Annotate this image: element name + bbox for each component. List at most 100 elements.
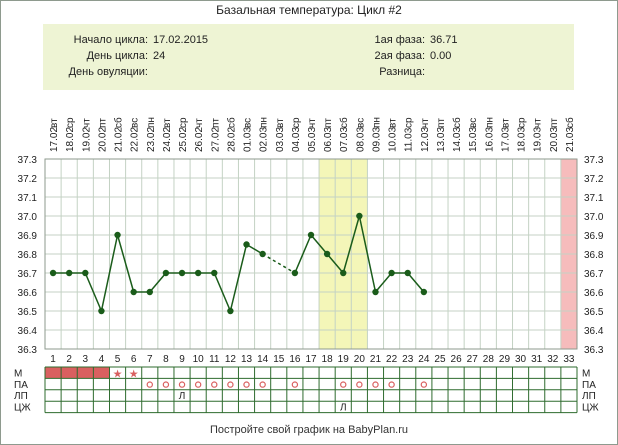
date-label: 24.02 xyxy=(162,127,173,152)
temperature-point xyxy=(388,269,395,277)
weekday-label: вс xyxy=(243,118,254,128)
temperature-point xyxy=(82,269,89,277)
circle-mark xyxy=(372,381,379,388)
temperature-point xyxy=(178,269,186,277)
day-number: 1 xyxy=(50,354,56,365)
temperature-point xyxy=(307,231,315,239)
temperature-line-segment xyxy=(262,253,296,274)
y-tick-right: 36.8 xyxy=(584,250,604,261)
day-number: 31 xyxy=(531,354,543,365)
cycle-start-label: Начало цикла: xyxy=(73,34,148,46)
day-number: 11 xyxy=(209,354,220,365)
temperature-point xyxy=(323,250,331,258)
day-number: 14 xyxy=(257,354,269,365)
star-icon: ★ xyxy=(113,367,123,380)
date-label: 06.03 xyxy=(323,127,334,152)
circle-mark xyxy=(162,381,170,388)
row-label-left: ЦЖ xyxy=(14,403,31,414)
temperature-point xyxy=(291,269,299,277)
circle-mark xyxy=(291,381,299,388)
weekday-label: ср xyxy=(517,117,528,128)
temperature-point xyxy=(146,288,153,296)
temperature-line-segment xyxy=(407,272,425,293)
temperature-line-segment xyxy=(294,234,312,274)
temperature-point xyxy=(194,269,202,277)
day-number: 15 xyxy=(273,354,285,365)
day-number: 26 xyxy=(451,354,463,365)
date-label: 17.03 xyxy=(500,127,511,152)
date-label: 22.02 xyxy=(130,127,141,152)
y-tick-left: 37.0 xyxy=(18,212,38,223)
weekday-label: пт xyxy=(210,118,221,128)
date-label: 26.02 xyxy=(194,127,205,152)
y-tick-left: 36.7 xyxy=(18,269,38,280)
day-number: 6 xyxy=(131,354,137,365)
row-label-left: ПА xyxy=(14,380,28,391)
weekday-label: пн xyxy=(259,117,270,128)
weekday-label: сб xyxy=(451,117,463,128)
weekday-label: вт xyxy=(162,118,173,128)
temperature-line-segment xyxy=(116,234,135,293)
circle-mark xyxy=(178,381,186,388)
date-label: 02.03 xyxy=(259,127,270,152)
y-tick-left: 37.3 xyxy=(18,155,38,166)
y-tick-right: 37.0 xyxy=(584,212,604,223)
weekday-label: сб xyxy=(564,117,576,128)
temperature-point xyxy=(372,288,379,296)
date-label: 04.03 xyxy=(291,127,302,152)
y-tick-right: 36.9 xyxy=(584,231,604,242)
menstruation-cell xyxy=(61,367,78,379)
weekday-label: ср xyxy=(178,117,189,128)
temperature-line-segment xyxy=(358,215,377,293)
temperature-line-segment xyxy=(326,253,344,274)
y-tick-left: 36.5 xyxy=(18,307,38,318)
day-number: 27 xyxy=(467,354,479,365)
day-number: 28 xyxy=(483,354,495,365)
date-label: 09.03 xyxy=(371,127,382,152)
weekday-label: чт xyxy=(194,118,205,128)
temperature-line-segment xyxy=(374,272,393,293)
date-label: 12.03 xyxy=(420,127,431,152)
chart-title: Базальная температура: Цикл #2 xyxy=(216,3,402,17)
temperature-line-segment xyxy=(84,272,103,312)
y-tick-left: 36.3 xyxy=(18,345,38,356)
temperature-line-segment xyxy=(149,272,167,293)
day-number: 33 xyxy=(563,354,575,365)
y-tick-right: 36.5 xyxy=(584,307,604,318)
row-text-mark: Л xyxy=(179,391,186,402)
y-tick-right: 36.3 xyxy=(584,345,604,356)
weekday-label: ср xyxy=(65,117,76,128)
circle-mark xyxy=(243,381,250,388)
temperature-point xyxy=(420,288,428,296)
weekday-label: чт xyxy=(420,118,431,128)
day-number: 32 xyxy=(547,354,559,365)
footer-note: Постройте свой график на BabyPlan.ru xyxy=(209,424,409,436)
day-number: 7 xyxy=(147,354,153,365)
temperature-line-segment xyxy=(100,234,119,312)
date-label: 15.03 xyxy=(468,127,479,152)
row-label-right: ЦЖ xyxy=(582,403,599,414)
day-number: 16 xyxy=(289,354,301,365)
date-label: 19.02 xyxy=(81,127,92,152)
temperature-point xyxy=(243,241,250,248)
cycle-day-value: 24 xyxy=(153,50,166,62)
y-tick-left: 36.6 xyxy=(18,288,38,299)
y-tick-right: 36.4 xyxy=(584,326,604,337)
row-label-right: М xyxy=(582,368,590,379)
day-number: 21 xyxy=(370,354,382,365)
weekday-label: чт xyxy=(81,118,92,128)
weekday-label: ср xyxy=(404,117,415,128)
day-number: 19 xyxy=(338,354,350,365)
y-tick-right: 37.1 xyxy=(584,193,604,204)
day-number: 8 xyxy=(163,354,169,365)
temperature-point xyxy=(404,269,411,277)
date-label: 13.03 xyxy=(436,127,447,152)
date-label: 05.03 xyxy=(307,127,318,152)
temperature-line-segment xyxy=(342,215,361,274)
day-number: 5 xyxy=(115,354,121,365)
menstruation-cell xyxy=(77,367,94,379)
date-label: 11.03 xyxy=(404,127,415,152)
date-label: 17.02 xyxy=(49,127,60,152)
day-number: 24 xyxy=(418,354,430,365)
weekday-label: пн xyxy=(484,117,495,128)
